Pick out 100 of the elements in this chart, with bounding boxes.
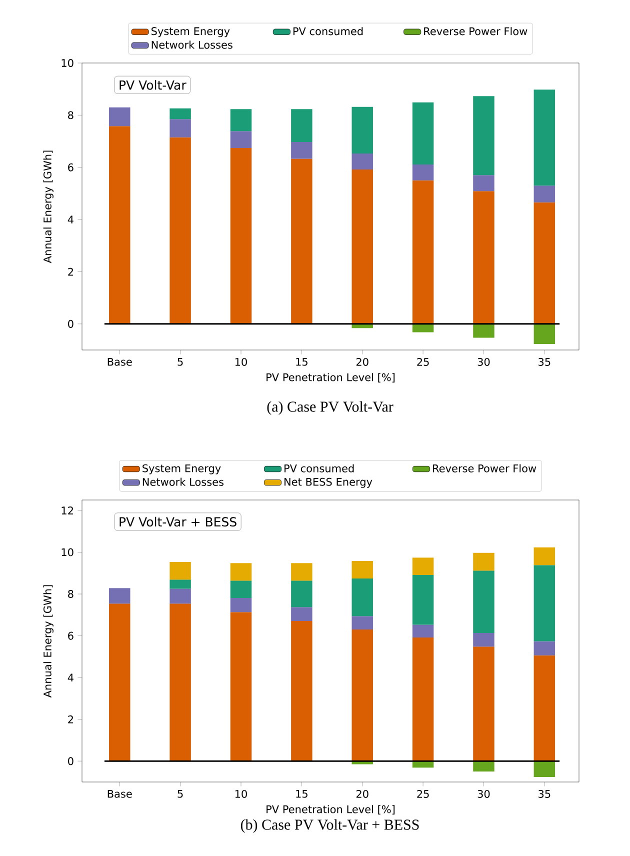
y-tick-label: 6 xyxy=(68,632,74,640)
text: PV Volt-Var xyxy=(120,80,186,90)
bar xyxy=(473,191,494,324)
y-tick-label: 4 xyxy=(68,674,74,682)
y-tick-label: 2 xyxy=(68,268,73,276)
bar xyxy=(170,562,191,580)
bar xyxy=(412,574,434,625)
y-tick-label: 8 xyxy=(68,590,74,598)
legend-label: System Energy xyxy=(142,464,221,474)
x-tick-label: 25 xyxy=(417,790,429,798)
bar xyxy=(473,761,494,772)
bar xyxy=(412,624,434,638)
bar xyxy=(109,126,130,324)
x-tick-label: 10 xyxy=(235,790,247,798)
y-tick-label: 8 xyxy=(68,111,74,120)
bar xyxy=(473,96,494,176)
bar xyxy=(352,169,373,324)
x-tick-label: 35 xyxy=(538,358,550,366)
bar xyxy=(291,580,312,608)
bar xyxy=(412,637,434,762)
legend-label: Net BESS Energy xyxy=(284,478,372,488)
bar xyxy=(291,109,312,142)
bar xyxy=(170,588,191,604)
x-tick-label: 30 xyxy=(478,790,490,798)
x-tick-label: 15 xyxy=(296,358,308,366)
bar xyxy=(352,560,373,579)
bar xyxy=(352,630,373,762)
bar xyxy=(170,137,191,324)
bar xyxy=(412,324,434,332)
x-tick-label: Base xyxy=(108,790,132,798)
bar xyxy=(473,175,494,192)
y-tick-label: 10 xyxy=(62,548,74,556)
bar xyxy=(230,580,252,598)
legend-label: Network Losses xyxy=(142,478,224,486)
bar xyxy=(109,107,130,126)
bar xyxy=(291,142,312,159)
bar xyxy=(534,565,556,642)
bar xyxy=(230,131,252,148)
bar xyxy=(109,604,130,762)
legend-label: PV consumed xyxy=(293,27,363,36)
y-tick-label: 0 xyxy=(68,320,74,328)
bar xyxy=(473,552,494,571)
bar xyxy=(352,578,373,616)
legend-label: Reverse Power Flow xyxy=(424,27,528,36)
y-axis-title: Annual Energy [GWh] xyxy=(43,585,54,698)
bar xyxy=(170,108,191,120)
bar xyxy=(412,102,434,164)
bar xyxy=(109,588,130,604)
bar xyxy=(170,119,191,138)
x-tick-label: 30 xyxy=(478,358,490,366)
y-axis-title: Annual Energy [GWh] xyxy=(43,150,54,264)
y-tick-label: 2 xyxy=(68,715,73,724)
bar xyxy=(230,148,252,324)
bar xyxy=(352,616,373,630)
x-tick-label: 5 xyxy=(178,358,183,366)
text: (a) Case PV Volt-Var xyxy=(267,401,394,415)
bar xyxy=(473,324,494,338)
bar xyxy=(170,580,191,589)
bar xyxy=(412,180,434,324)
x-axis-title: PV Penetration Level [%] xyxy=(266,373,395,382)
bar xyxy=(534,90,556,186)
x-tick-label: 20 xyxy=(356,790,368,798)
bar xyxy=(534,186,556,202)
bar xyxy=(534,324,556,344)
legend-label: Network Losses xyxy=(152,40,232,49)
bar xyxy=(473,646,494,762)
bar xyxy=(534,761,556,777)
x-tick-label: 15 xyxy=(296,790,308,798)
bar xyxy=(534,655,556,762)
y-tick-label: 12 xyxy=(62,506,73,514)
x-tick-label: 35 xyxy=(538,790,550,798)
bar xyxy=(170,604,191,762)
legend-label: PV consumed xyxy=(284,464,354,472)
x-tick-label: 25 xyxy=(417,358,429,366)
bar xyxy=(291,620,312,762)
bar xyxy=(534,202,556,324)
bar xyxy=(412,558,434,575)
bar xyxy=(230,109,252,132)
bar xyxy=(412,164,434,180)
bar xyxy=(291,563,312,581)
bar xyxy=(473,633,494,647)
y-tick-label: 4 xyxy=(68,216,74,224)
legend-label: System Energy xyxy=(152,27,230,38)
bar xyxy=(534,641,556,656)
y-tick-label: 6 xyxy=(68,163,74,172)
bar xyxy=(291,158,312,324)
text: (b) Case PV Volt-Var + BESS xyxy=(240,819,419,833)
y-tick-label: 10 xyxy=(62,59,74,67)
legend-label: Reverse Power Flow xyxy=(433,464,536,472)
bar xyxy=(291,607,312,621)
y-tick-label: 0 xyxy=(68,757,74,766)
bar xyxy=(230,612,252,762)
x-tick-label: Base xyxy=(108,358,132,366)
text: PV Volt-Var + BESS xyxy=(120,516,236,527)
bar xyxy=(230,598,252,612)
bar xyxy=(352,154,373,170)
bar xyxy=(534,547,556,566)
x-tick-label: 10 xyxy=(235,358,247,366)
x-axis-title: PV Penetration Level [%] xyxy=(266,805,395,814)
bar xyxy=(473,570,494,634)
